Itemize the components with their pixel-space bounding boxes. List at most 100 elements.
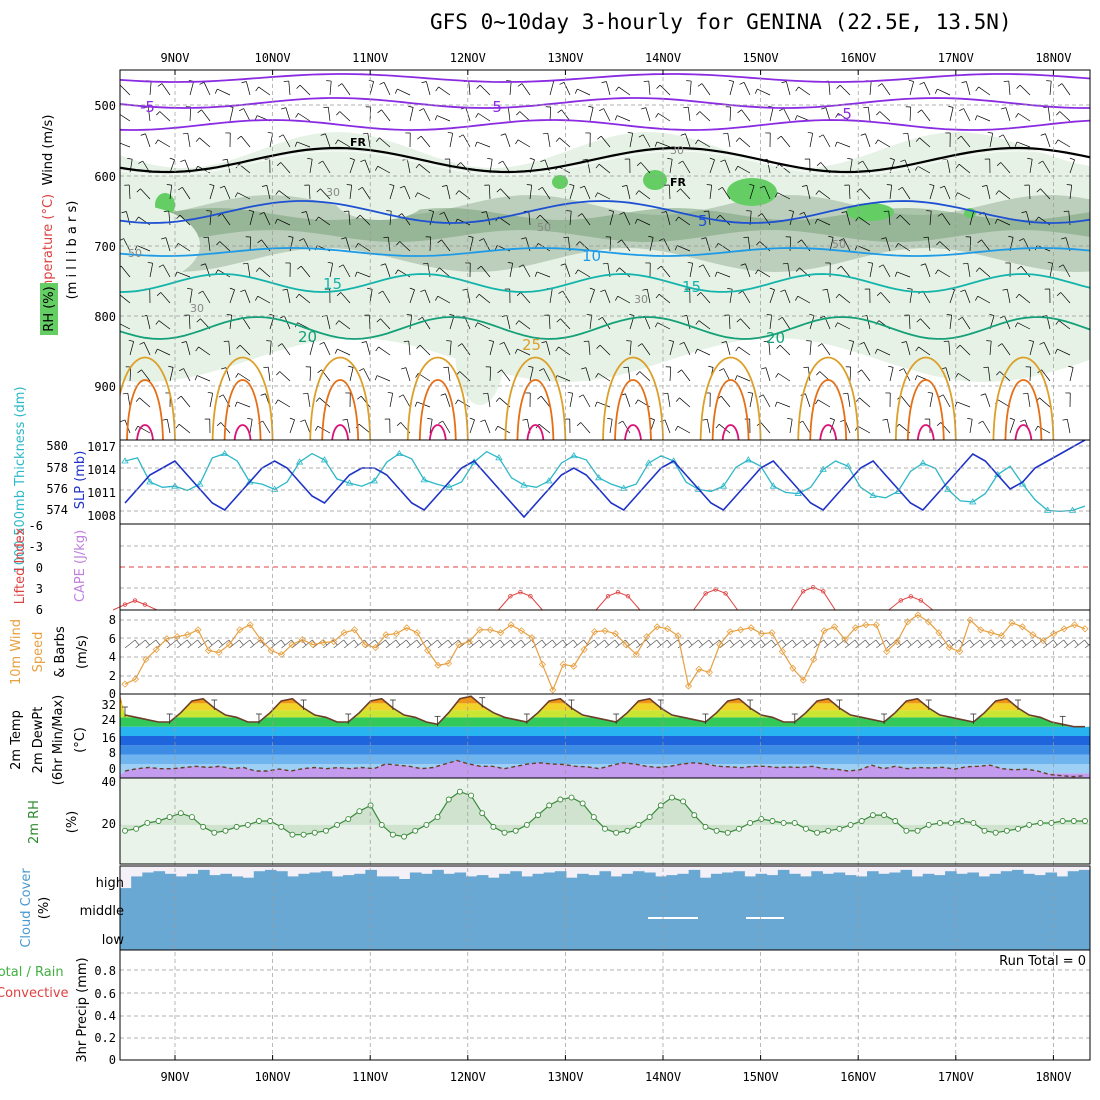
- barb-staff: [860, 188, 871, 200]
- li-bump-14NOV: [595, 591, 641, 611]
- barb-staff: [937, 88, 951, 96]
- barb-flag: [927, 391, 933, 394]
- barb-staff: [809, 133, 814, 148]
- wind-marker: [945, 643, 953, 652]
- barb-staff: [1047, 107, 1051, 122]
- barb-flag: [962, 262, 968, 265]
- barb-staff: [929, 185, 935, 200]
- barb-flag: [828, 235, 834, 238]
- barb-flag: [522, 418, 528, 421]
- barb-flag: [437, 239, 442, 244]
- upper-wind-barb: [994, 218, 1011, 226]
- li-bump-13NOV: [498, 591, 543, 611]
- barb-flag: [816, 371, 821, 376]
- barb-staff: [126, 211, 131, 226]
- barb-flag: [155, 139, 159, 145]
- barb-flag: [406, 314, 412, 316]
- barb-flag: [515, 320, 520, 325]
- axis-slp: SLP (mb): [73, 451, 88, 510]
- barb-staff: [709, 639, 720, 649]
- rh2m-marker: [736, 825, 742, 832]
- wind10-barb: [1022, 639, 1037, 649]
- barb-staff: [419, 344, 431, 356]
- barb-flag: [155, 639, 161, 646]
- barb-staff: [380, 318, 391, 330]
- barb-flag: [1069, 157, 1075, 161]
- rh2m-panel-bg: [120, 778, 1090, 864]
- rh2m-marker: [903, 827, 910, 834]
- li-marker: [625, 594, 631, 599]
- barb-staff: [381, 109, 391, 122]
- cloud-high-bar: [164, 873, 177, 892]
- upper-wind-barb: [469, 417, 475, 434]
- barb-flag: [414, 401, 418, 407]
- barb-staff: [529, 367, 534, 382]
- barb-staff: [1043, 639, 1054, 649]
- wind10-barb: [656, 639, 672, 649]
- barb-flag: [275, 399, 279, 405]
- rh2m-marker: [423, 821, 430, 828]
- barb-staff: [778, 163, 791, 174]
- rh2m-marker: [925, 821, 932, 828]
- cloud-high-bar: [376, 876, 389, 892]
- cloud-high-bar: [900, 869, 913, 892]
- upper-air-cross-section: [120, 73, 1090, 440]
- barb-flag: [276, 162, 282, 166]
- barb-staff: [1069, 159, 1075, 174]
- barb-staff: [622, 420, 631, 434]
- barb-flag: [563, 236, 569, 239]
- rh2m-marker: [590, 814, 597, 821]
- upper-wind-barb: [749, 183, 755, 200]
- barb-staff: [922, 290, 931, 304]
- barb-staff: [803, 639, 814, 649]
- barb-staff: [757, 269, 771, 278]
- barb-staff: [966, 81, 971, 96]
- barb-staff: [598, 373, 611, 382]
- wind10-barb: [823, 639, 839, 649]
- barb-staff: [642, 134, 651, 148]
- rh2m-marker: [456, 788, 463, 795]
- cloud-high-bar: [710, 873, 723, 892]
- barb-flag: [447, 639, 453, 646]
- barb-staff: [362, 187, 371, 200]
- barb-staff: [140, 188, 151, 200]
- upper-wind-barb: [1014, 322, 1031, 330]
- barb-flag: [517, 83, 523, 87]
- barb-flag: [239, 108, 244, 112]
- contour-freezing-inner: [120, 150, 1090, 176]
- wind-marker: [319, 639, 327, 647]
- barb-staff: [445, 393, 451, 408]
- barb-flag: [635, 190, 640, 195]
- barb-staff: [806, 185, 811, 200]
- barb-flag: [1095, 640, 1099, 645]
- upper-wind-barb: [986, 340, 992, 356]
- cloud-high-bar: [1056, 876, 1069, 892]
- barb-staff: [743, 82, 751, 96]
- upper-wind-barb: [695, 139, 711, 148]
- upper-wind-barb: [415, 163, 431, 174]
- upper-wind-barb: [386, 210, 392, 226]
- barb-flag: [156, 111, 161, 116]
- wind10-barb: [646, 639, 662, 649]
- upper-wind-barb: [477, 265, 491, 278]
- barb-flag: [359, 368, 364, 372]
- upper-wind-barb: [782, 262, 791, 278]
- dewpoint-fill: [120, 760, 1090, 778]
- barb-staff: [663, 238, 671, 252]
- wind10-barb: [1084, 640, 1099, 649]
- barb-flag: [661, 211, 667, 214]
- barb-staff: [1020, 265, 1031, 278]
- barb-staff: [596, 401, 611, 408]
- barb-staff: [737, 165, 751, 174]
- barb-staff: [677, 425, 691, 434]
- date-bottom-13NOV: 13NOV: [547, 1070, 583, 1084]
- barb-flag: [716, 214, 721, 219]
- cloud-high-bar: [499, 873, 511, 892]
- barb-flag: [1008, 235, 1014, 238]
- barb-staff: [609, 237, 612, 252]
- upper-wind-barb: [575, 269, 591, 278]
- upper-wind-barb: [408, 105, 414, 122]
- barb-staff: [489, 367, 492, 382]
- barb-staff: [1063, 639, 1075, 649]
- upper-wind-barb: [1027, 158, 1033, 174]
